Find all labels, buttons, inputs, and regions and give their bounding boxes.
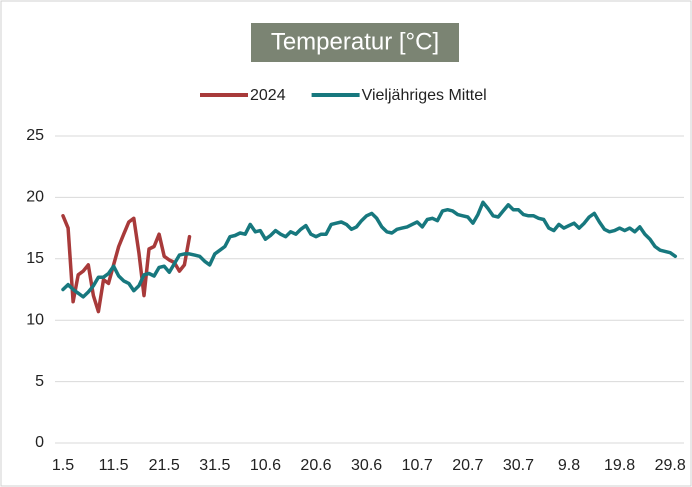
- y-tick-label: 15: [26, 250, 44, 267]
- x-tick-label: 29.8: [655, 457, 686, 474]
- x-tick-label: 10.7: [402, 457, 433, 474]
- x-tick-label: 30.7: [503, 457, 534, 474]
- x-tick-label: 20.6: [300, 457, 331, 474]
- y-tick-label: 20: [26, 189, 44, 206]
- x-tick-label: 31.5: [199, 457, 230, 474]
- title-box: [251, 23, 459, 62]
- legend-label: 2024: [250, 87, 286, 104]
- legend-label: Vieljähriges Mittel: [362, 87, 487, 104]
- x-tick-label: 19.8: [604, 457, 635, 474]
- x-tick-label: 11.5: [99, 457, 129, 474]
- x-tick-label: 20.7: [452, 457, 483, 474]
- line-series: [61, 214, 192, 314]
- x-tick-label: 10.6: [250, 457, 281, 474]
- y-tick-label: 5: [35, 373, 44, 390]
- y-tick-label: 10: [26, 311, 44, 328]
- y-tick-label: 25: [26, 127, 44, 144]
- x-tick-label: 9.8: [558, 457, 580, 474]
- line-series: [61, 200, 678, 299]
- y-tick-label: 0: [35, 434, 44, 451]
- chart-title: Temperatur [°C]: [271, 28, 439, 55]
- x-tick-label: 30.6: [351, 457, 382, 474]
- x-tick-label: 21.5: [149, 457, 180, 474]
- x-tick-label: 1.5: [52, 457, 74, 474]
